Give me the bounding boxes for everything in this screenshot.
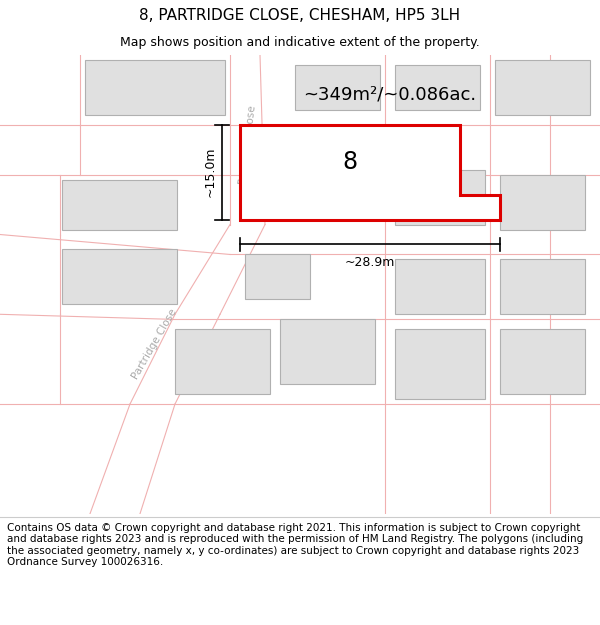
Bar [295, 65, 380, 110]
Text: Map shows position and indicative extent of the property.: Map shows position and indicative extent… [120, 36, 480, 49]
Bar [62, 179, 177, 229]
Bar [395, 65, 480, 110]
Bar [85, 60, 225, 115]
Text: ~28.9m: ~28.9m [345, 256, 395, 269]
Polygon shape [240, 125, 500, 219]
Text: Contains OS data © Crown copyright and database right 2021. This information is : Contains OS data © Crown copyright and d… [7, 522, 583, 568]
Bar [395, 259, 485, 314]
Bar [175, 329, 270, 394]
Bar [395, 169, 485, 224]
Text: Partridge Close: Partridge Close [238, 105, 258, 185]
Text: ~15.0m: ~15.0m [204, 147, 217, 198]
Bar [500, 329, 585, 394]
Bar [500, 174, 585, 229]
Bar [245, 254, 310, 299]
Text: 8, PARTRIDGE CLOSE, CHESHAM, HP5 3LH: 8, PARTRIDGE CLOSE, CHESHAM, HP5 3LH [139, 8, 461, 23]
Bar [280, 319, 375, 384]
Text: Partridge Close: Partridge Close [131, 308, 179, 381]
Text: 8: 8 [343, 150, 358, 174]
Bar [495, 60, 590, 115]
Text: ~349m²/~0.086ac.: ~349m²/~0.086ac. [304, 86, 476, 104]
Bar [62, 249, 177, 304]
Bar [395, 329, 485, 399]
Bar [500, 259, 585, 314]
